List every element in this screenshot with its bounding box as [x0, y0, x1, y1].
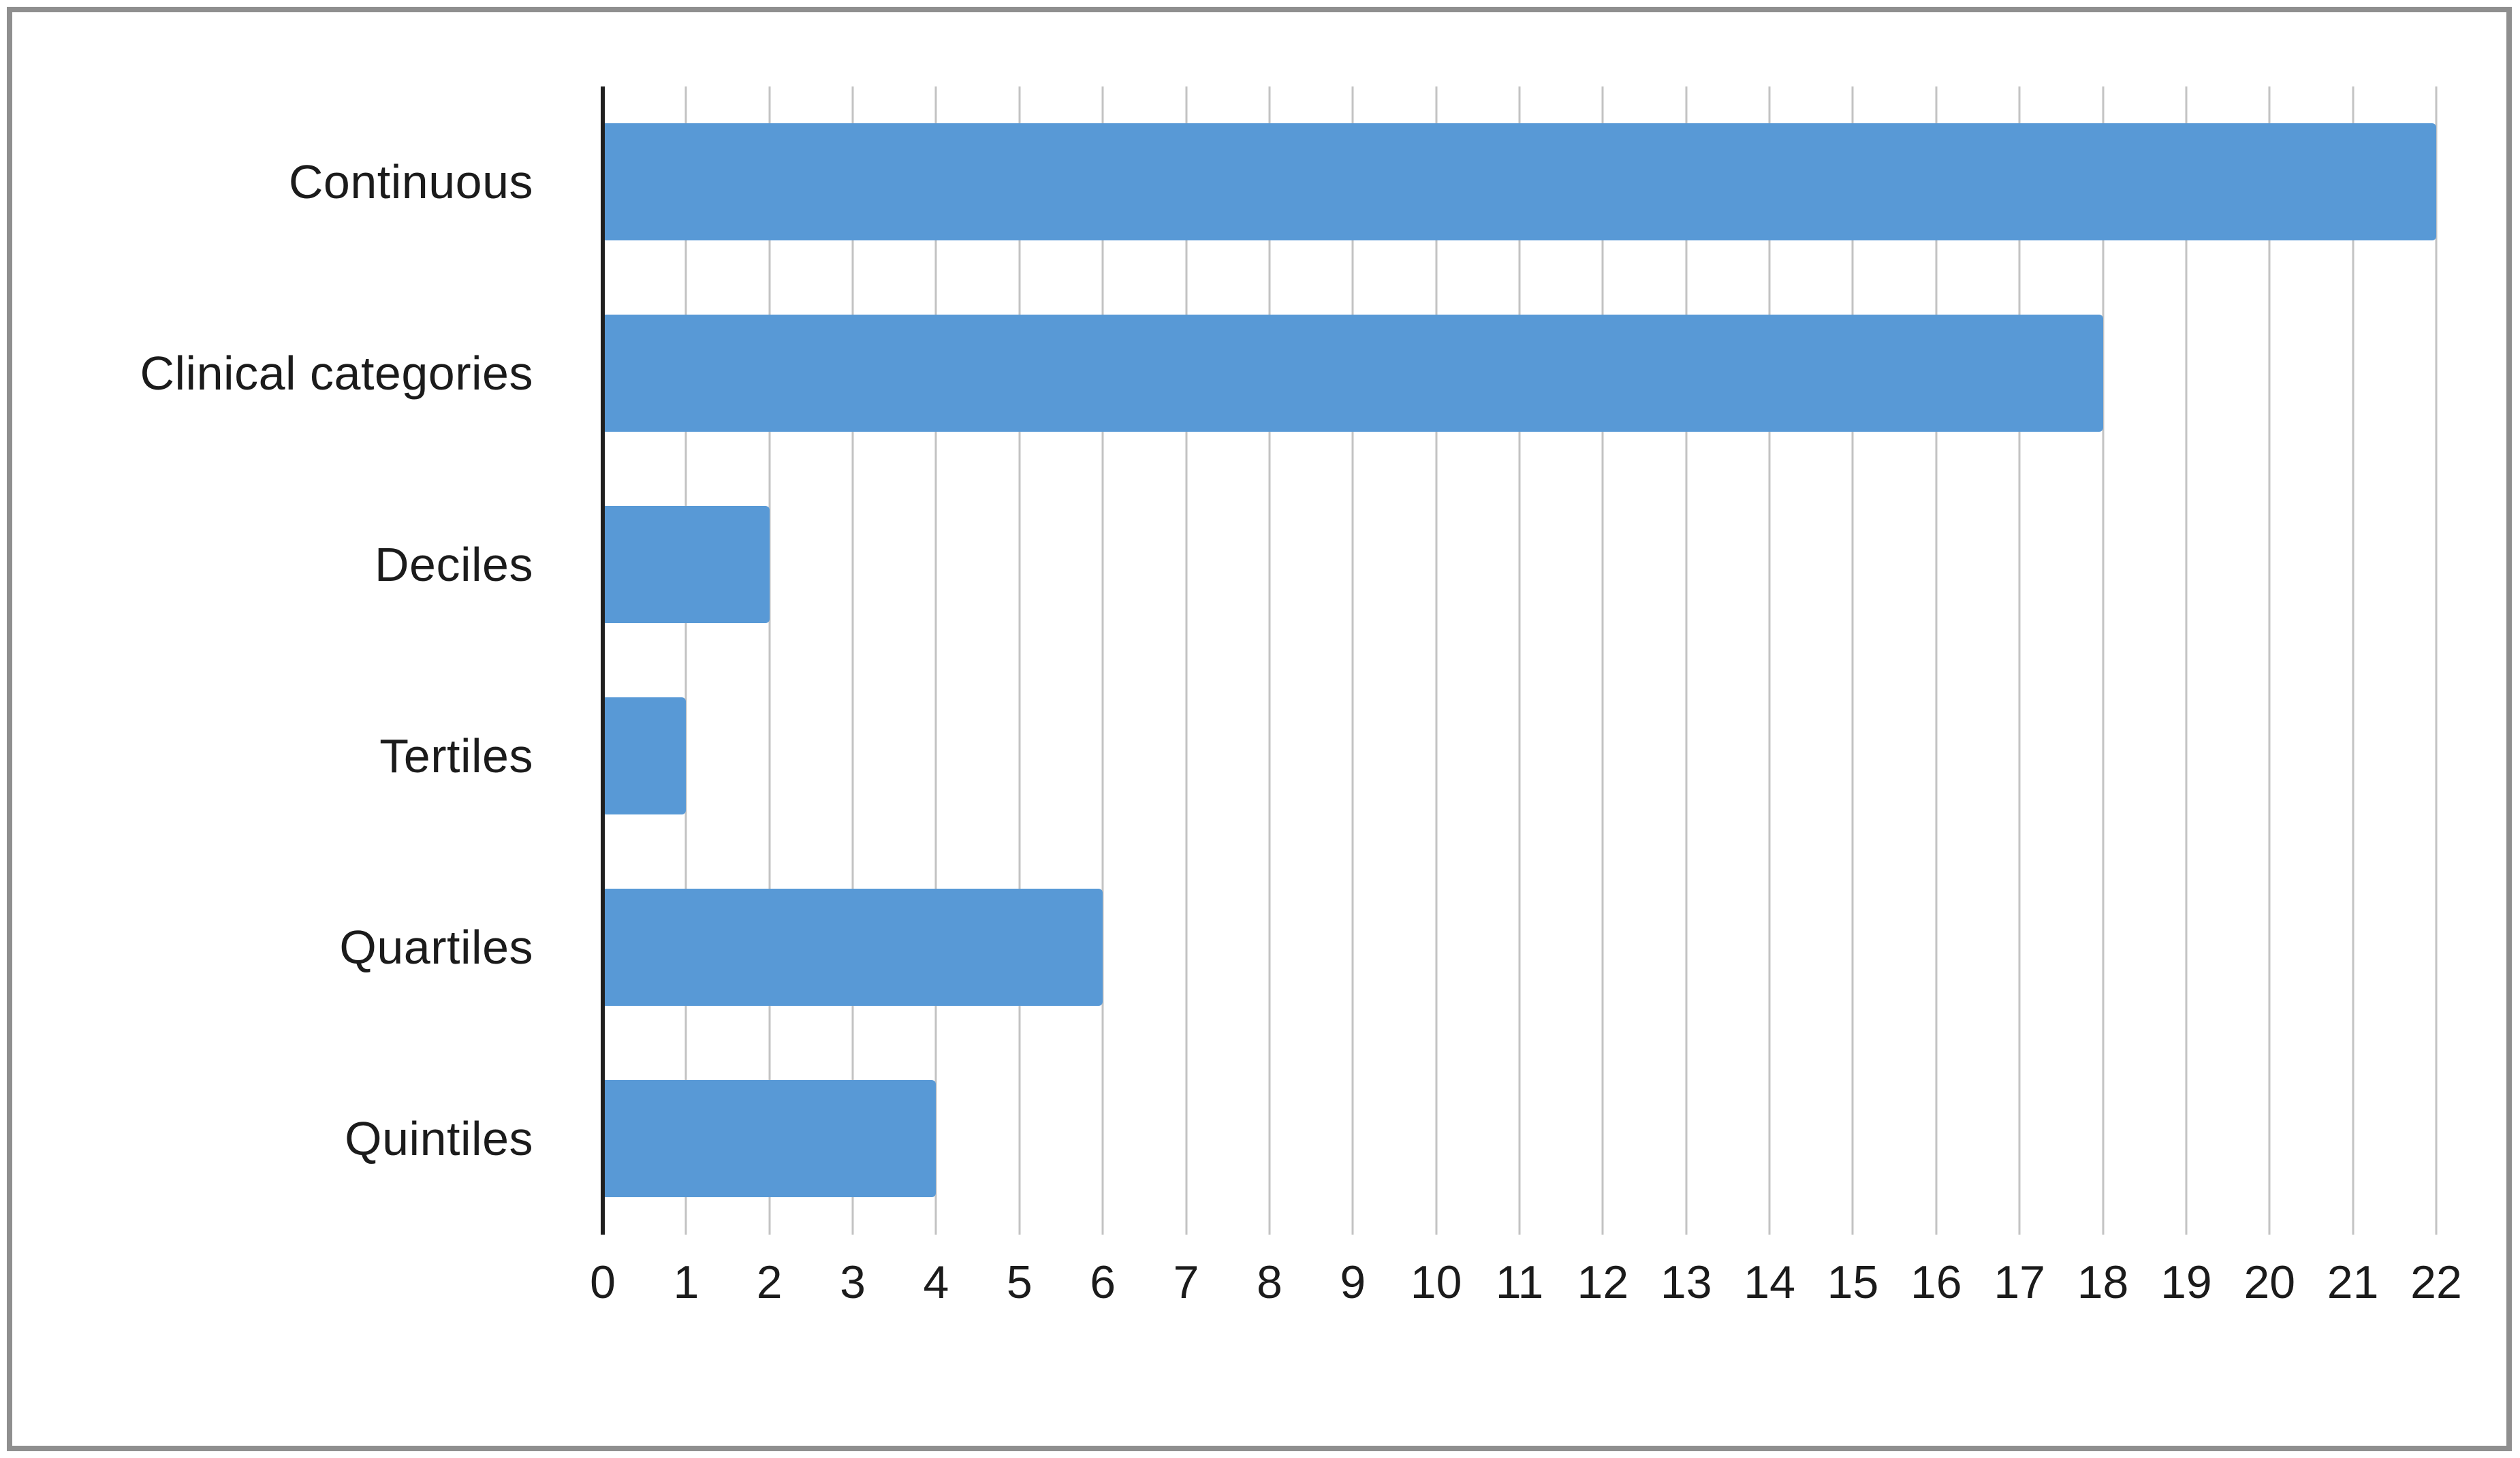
value-axis-tick-labels: 0 1 2 3 4 5 6 7 8 9 10 11 12 13 14 15 16 17 18 19 20 21 22 — [590, 1255, 2462, 1337]
gridline-4 — [934, 86, 937, 1235]
x-tick-label-22: 22 — [2410, 1256, 2462, 1308]
category-label-quartiles: Quartiles — [339, 921, 533, 974]
bar-row-tertiles — [603, 661, 2436, 852]
gridline-9 — [1351, 86, 1354, 1235]
gridline-6 — [1101, 86, 1104, 1235]
x-tick-label-1: 1 — [673, 1256, 699, 1308]
plot-area — [601, 86, 2438, 1235]
x-tick-label-14: 14 — [1744, 1256, 1795, 1308]
zero-axis-line — [601, 86, 605, 1235]
bar-row-clinical-categories — [603, 278, 2436, 469]
x-tick-label-19: 19 — [2160, 1256, 2212, 1308]
x-tick-label-21: 21 — [2327, 1256, 2379, 1308]
gridline-19 — [2185, 86, 2188, 1235]
gridline-21 — [2352, 86, 2354, 1235]
category-label-continuous: Continuous — [288, 155, 533, 209]
bar-row-continuous — [603, 86, 2436, 278]
x-tick-label-7: 7 — [1173, 1256, 1199, 1308]
gridline-11 — [1518, 86, 1521, 1235]
gridline-14 — [1768, 86, 1771, 1235]
gridline-16 — [1935, 86, 1938, 1235]
x-tick-label-4: 4 — [923, 1256, 949, 1308]
gridline-5 — [1018, 86, 1021, 1235]
x-tick-label-11: 11 — [1495, 1256, 1544, 1308]
bar-tertiles — [603, 697, 687, 815]
gridline-15 — [1851, 86, 1854, 1235]
bar-quintiles — [603, 1080, 936, 1198]
gridline-8 — [1268, 86, 1271, 1235]
x-tick-label-6: 6 — [1090, 1256, 1116, 1308]
gridline-20 — [2268, 86, 2271, 1235]
gridline-2 — [768, 86, 771, 1235]
bar-deciles — [603, 506, 770, 624]
gridline-1 — [684, 86, 687, 1235]
x-tick-label-0: 0 — [590, 1256, 616, 1308]
x-tick-label-20: 20 — [2243, 1256, 2296, 1308]
gridline-18 — [2102, 86, 2105, 1235]
x-tick-label-3: 3 — [840, 1256, 866, 1308]
gridline-12 — [1601, 86, 1604, 1235]
bar-quartiles — [603, 889, 1103, 1007]
x-tick-label-10: 10 — [1410, 1256, 1462, 1308]
bar-continuous — [603, 123, 2436, 241]
x-tick-label-17: 17 — [1994, 1256, 2045, 1308]
gridline-10 — [1435, 86, 1438, 1235]
x-tick-label-9: 9 — [1340, 1256, 1366, 1308]
x-tick-label-2: 2 — [756, 1256, 783, 1308]
category-axis-labels: Continuous Clinical categories Deciles Tert… — [0, 86, 567, 1235]
bar-row-deciles — [603, 469, 2436, 661]
bar-row-quartiles — [603, 852, 2436, 1043]
x-tick-label-16: 16 — [1910, 1256, 1962, 1308]
gridline-13 — [1685, 86, 1688, 1235]
category-label-clinical-categories: Clinical categories — [140, 347, 533, 400]
gridline-3 — [851, 86, 854, 1235]
gridline-7 — [1185, 86, 1188, 1235]
category-label-deciles: Deciles — [374, 538, 533, 592]
gridline-22 — [2435, 86, 2438, 1235]
bar-row-quintiles — [603, 1043, 2436, 1235]
x-tick-label-15: 15 — [1827, 1256, 1879, 1308]
category-label-quintiles: Quintiles — [345, 1112, 533, 1166]
x-tick-label-12: 12 — [1577, 1256, 1629, 1308]
gridline-17 — [2018, 86, 2021, 1235]
x-tick-label-5: 5 — [1006, 1256, 1033, 1308]
category-label-tertiles: Tertiles — [379, 729, 533, 783]
figure-frame — [7, 7, 2512, 1451]
bar-clinical-categories — [603, 315, 2103, 432]
x-tick-label-18: 18 — [2077, 1256, 2129, 1308]
x-tick-label-13: 13 — [1660, 1256, 1712, 1308]
x-tick-label-8: 8 — [1256, 1256, 1282, 1308]
